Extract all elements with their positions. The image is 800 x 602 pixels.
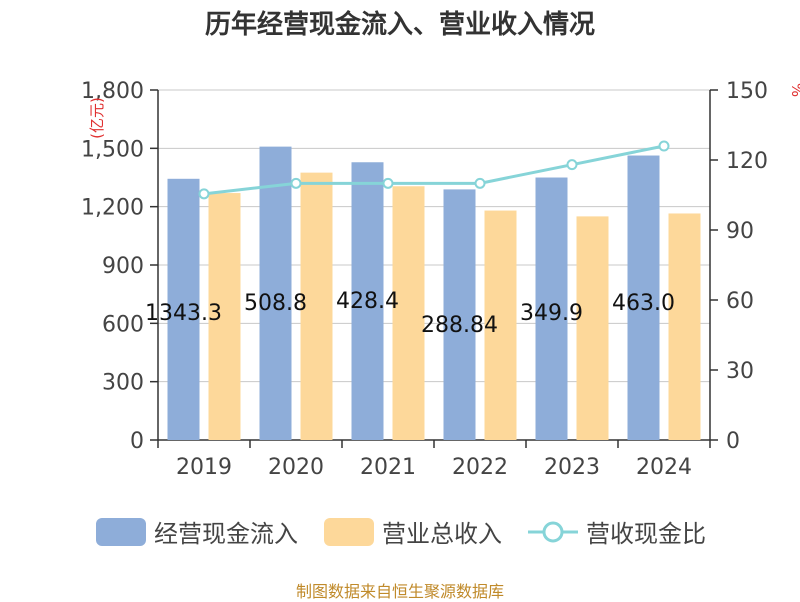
x-tick-label: 2021: [360, 455, 416, 480]
y-right-tick-label: 30: [726, 359, 754, 384]
bar-cash-inflow: [259, 146, 292, 440]
line-ratio-point: [566, 159, 578, 171]
bar-revenue: [484, 210, 517, 440]
line-ratio-point: [290, 177, 302, 189]
y-right-tick-label: 0: [726, 429, 740, 454]
legend-label-ratio: 营收现金比: [586, 520, 706, 548]
x-tick-label: 2023: [544, 455, 600, 480]
y-left-axis-label: (亿元): [88, 97, 106, 139]
line-ratio-point: [382, 177, 394, 189]
data-label-cash-inflow: 349.9: [520, 301, 583, 326]
y-right-axis-label: %: [788, 83, 800, 97]
legend-swatch-cash-inflow: [96, 517, 146, 546]
chart-title: 历年经营现金流入、营业收入情况: [204, 10, 595, 40]
y-left-tick-label: 900: [102, 254, 144, 279]
y-left-tick-label: 300: [102, 371, 144, 396]
line-ratio: [203, 144, 665, 196]
bar-cash-inflow: [627, 155, 660, 440]
y-left-tick-label: 1,200: [81, 196, 144, 221]
legend-label-cash-inflow: 经营现金流入: [154, 520, 298, 548]
bar-revenue: [392, 186, 425, 440]
bar-revenue: [576, 216, 609, 440]
legend-swatch-ratio: [528, 521, 578, 542]
x-tick-label: 2019: [176, 455, 232, 480]
y-left-tick-label: 1,500: [81, 137, 144, 162]
y-right-tick-label: 90: [726, 219, 754, 244]
legend-item-cash-inflow: 经营现金流入: [96, 514, 298, 549]
legend-item-ratio: 营收现金比: [528, 514, 706, 549]
y-left-tick-label: 600: [102, 312, 144, 337]
data-label-cash-inflow: 288.84: [421, 313, 498, 338]
line-ratio-point: [658, 140, 670, 152]
data-label-cash-inflow: 463.0: [612, 291, 675, 316]
bar-cash-inflow: [443, 189, 476, 440]
bar-revenue: [300, 172, 333, 440]
data-label-cash-inflow: 508.8: [244, 291, 307, 316]
source-note: 制图数据来自恒生聚源数据库: [295, 582, 504, 601]
legend-swatch-revenue: [324, 517, 374, 546]
y-right-tick-label: 150: [726, 79, 768, 104]
bar-cash-inflow: [535, 177, 568, 440]
data-label-cash-inflow: 1343.3: [145, 301, 222, 326]
bar-revenue: [668, 213, 701, 440]
legend-item-revenue: 营业总收入: [324, 514, 502, 549]
x-tick-label: 2020: [268, 455, 324, 480]
bar-cash-inflow: [167, 178, 200, 440]
legend-label-revenue: 营业总收入: [382, 520, 502, 548]
line-ratio-point: [474, 177, 486, 189]
bar-revenue: [208, 193, 241, 440]
x-tick-label: 2022: [452, 455, 508, 480]
data-label-cash-inflow: 428.4: [336, 289, 399, 314]
legend: 经营现金流入 营业总收入 营收现金比: [96, 514, 732, 549]
y-right-tick-label: 120: [726, 149, 768, 174]
y-left-tick-label: 0: [130, 429, 144, 454]
y-left-tick-label: 1,800: [81, 79, 144, 104]
bar-cash-inflow: [351, 162, 384, 440]
y-right-tick-label: 60: [726, 289, 754, 314]
line-ratio-point: [198, 188, 210, 200]
x-tick-label: 2024: [636, 455, 692, 480]
